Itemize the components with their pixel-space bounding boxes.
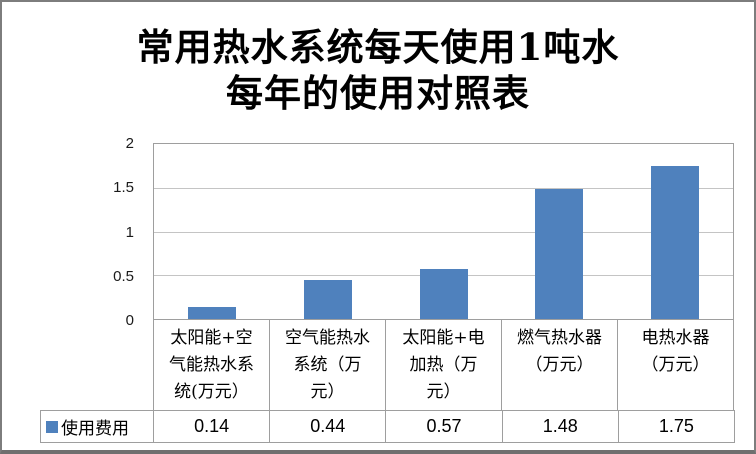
chart-title-line2: 每年的使用对照表 [226,71,530,115]
plot-area[interactable] [153,143,734,320]
category-header-line: （万元） [641,355,710,375]
bar-使用费用-3[interactable] [420,269,468,319]
value-cell-3: 0.57 [386,411,503,442]
category-header-line: 元） [426,382,461,402]
category-header-line: 太阳能+电 [402,328,485,348]
gridline-y-1.5 [154,188,733,189]
bar-使用费用-1[interactable] [188,307,236,319]
legend-series-swatch-icon [46,420,58,433]
y-axis-tick-label-2: 2 [125,135,134,152]
bar-使用费用-5[interactable] [651,166,699,319]
category-header-cell-1: 太阳能+空气能热水系统(万元） [154,320,270,410]
category-header-line: 元） [310,382,345,402]
category-header-line: 统(万元） [174,382,249,402]
category-header-cell-3: 太阳能+电加热（万元） [386,320,502,410]
category-header-line: 燃气热水器 [517,328,602,348]
data-table-value-row: 使用费用 0.14 0.44 0.57 1.48 1.75 [40,410,735,443]
value-cell-5: 1.75 [658,416,694,436]
value-cell-2: 0.44 [270,411,387,442]
legend-series-label: 使用费用 [61,419,129,439]
y-axis-tick-label-1.5: 1.5 [113,179,134,196]
category-header-line: 空气能热水 [285,328,370,348]
chart-title: 常用热水系统每天使用1吨水 每年的使用对照表 [2,24,754,116]
value-cell-1: 0.14 [154,411,271,442]
category-header-cell-2: 空气能热水系统（万元） [270,320,386,410]
bar-使用费用-2[interactable] [304,280,352,319]
category-header-line: 加热（万 [409,355,478,375]
category-header-row: 太阳能+空 气能热水系 统(万元） 空气能热水 系统（万 元） 太阳能+电 加热（万 元） 燃气热… [153,320,734,410]
category-header-line: 气能热水系 [169,355,254,375]
category-header-line: 太阳能+空 [170,328,253,348]
category-header-cell-4: 燃气热水器 （万元） [502,320,618,410]
bar-使用费用-4[interactable] [535,189,583,319]
category-header-cell-5: 电热水器 （万元） [618,320,734,410]
y-axis-tick-label-1: 1 [125,224,134,241]
category-header-line: 电热水器 [641,328,710,348]
value-cell-4: 1.48 [503,411,619,442]
y-axis-tick-label-0: 0 [125,312,134,329]
gridline-y-1 [154,232,733,233]
chart-title-line1: 常用热水系统每天使用1吨水 [136,25,620,69]
category-header-line: 系统（万 [293,355,362,375]
y-axis-tick-label-0.5: 0.5 [113,268,134,285]
legend-cell: 使用费用 [41,411,154,442]
category-header-line: （万元） [525,355,594,375]
